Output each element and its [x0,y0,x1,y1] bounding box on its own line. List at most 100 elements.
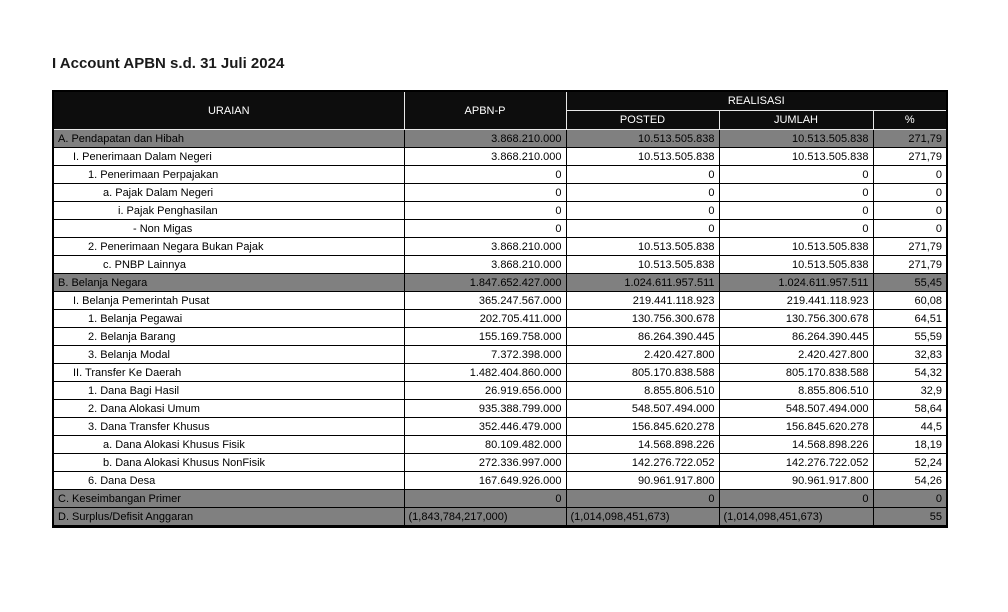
table-row: D. Surplus/Defisit Anggaran (1,843,784,2… [52,507,948,527]
cell-uraian: a. Pajak Dalam Negeri [52,183,405,202]
table-row: I. Penerimaan Dalam Negeri 3.868.210.000… [52,147,948,166]
cell-jumlah: 90.961.917.800 [718,471,874,490]
cell-jumlah: 86.264.390.445 [718,327,874,346]
header-posted: POSTED [565,110,720,130]
cell-posted: 0 [565,165,720,184]
cell-apbnp: 0 [403,201,567,220]
cell-posted: 130.756.300.678 [565,309,720,328]
cell-jumlah: 0 [718,183,874,202]
cell-percent: 52,24 [872,453,948,472]
cell-posted: 805.170.838.588 [565,363,720,382]
cell-percent: 18,19 [872,435,948,454]
cell-percent: 44,5 [872,417,948,436]
cell-posted: 90.961.917.800 [565,471,720,490]
cell-apbnp: 1.482.404.860.000 [403,363,567,382]
cell-apbnp: 0 [403,165,567,184]
cell-jumlah: 10.513.505.838 [718,255,874,274]
cell-uraian: 3. Belanja Modal [52,345,405,364]
cell-posted: 10.513.505.838 [565,147,720,166]
cell-percent: 58,64 [872,399,948,418]
cell-percent: 64,51 [872,309,948,328]
cell-jumlah: 142.276.722.052 [718,453,874,472]
cell-uraian: A. Pendapatan dan Hibah [52,129,405,148]
cell-jumlah: 10.513.505.838 [718,129,874,148]
table-body: A. Pendapatan dan Hibah 3.868.210.000 10… [52,129,948,527]
cell-percent: 271,79 [872,237,948,256]
cell-uraian: C. Keseimbangan Primer [52,489,405,508]
cell-jumlah: 1.024.611.957.511 [718,273,874,292]
cell-posted: 10.513.505.838 [565,129,720,148]
cell-uraian: II. Transfer Ke Daerah [52,363,405,382]
table-row: i. Pajak Penghasilan 0 0 0 0 [52,201,948,220]
cell-percent: 60,08 [872,291,948,310]
cell-jumlah: 2.420.427.800 [718,345,874,364]
cell-jumlah: 130.756.300.678 [718,309,874,328]
table-row: 6. Dana Desa 167.649.926.000 90.961.917.… [52,471,948,490]
table-row: 3. Dana Transfer Khusus 352.446.479.000 … [52,417,948,436]
cell-percent: 271,79 [872,129,948,148]
header-uraian: URAIAN [52,90,405,130]
table-row: 1. Belanja Pegawai 202.705.411.000 130.7… [52,309,948,328]
table-row: 2. Belanja Barang 155.169.758.000 86.264… [52,327,948,346]
cell-posted: 156.845.620.278 [565,417,720,436]
cell-apbnp: 1.847.652.427.000 [403,273,567,292]
cell-uraian: B. Belanja Negara [52,273,405,292]
cell-posted: 8.855.806.510 [565,381,720,400]
cell-posted: 0 [565,489,720,508]
cell-posted: 0 [565,219,720,238]
header-percent: % [872,110,948,130]
cell-jumlah: 805.170.838.588 [718,363,874,382]
cell-uraian: a. Dana Alokasi Khusus Fisik [52,435,405,454]
cell-uraian: - Non Migas [52,219,405,238]
cell-apbnp: 155.169.758.000 [403,327,567,346]
cell-apbnp: 272.336.997.000 [403,453,567,472]
cell-uraian: 3. Dana Transfer Khusus [52,417,405,436]
header-realisasi: REALISASI [565,90,948,111]
cell-apbnp: 7.372.398.000 [403,345,567,364]
header-jumlah: JUMLAH [718,110,874,130]
table-header: URAIAN APBN-P REALISASI POSTED JUMLAH % [52,90,948,130]
cell-apbnp: 365.247.567.000 [403,291,567,310]
cell-apbnp: 26.919.656.000 [403,381,567,400]
table-row: c. PNBP Lainnya 3.868.210.000 10.513.505… [52,255,948,274]
cell-apbnp: 352.446.479.000 [403,417,567,436]
table-row: 1. Dana Bagi Hasil 26.919.656.000 8.855.… [52,381,948,400]
cell-uraian: 2. Belanja Barang [52,327,405,346]
cell-apbnp: 3.868.210.000 [403,237,567,256]
cell-posted: 548.507.494.000 [565,399,720,418]
cell-percent: 55 [872,507,948,527]
cell-percent: 55,59 [872,327,948,346]
cell-posted: (1,014,098,451,673) [565,507,720,527]
table-row: a. Pajak Dalam Negeri 0 0 0 0 [52,183,948,202]
cell-apbnp: 935.388.799.000 [403,399,567,418]
cell-posted: 14.568.898.226 [565,435,720,454]
cell-uraian: I. Belanja Pemerintah Pusat [52,291,405,310]
cell-apbnp: 3.868.210.000 [403,147,567,166]
cell-uraian: I. Penerimaan Dalam Negeri [52,147,405,166]
cell-apbnp: (1,843,784,217,000) [403,507,567,527]
cell-jumlah: 0 [718,201,874,220]
cell-posted: 1.024.611.957.511 [565,273,720,292]
page-title: I Account APBN s.d. 31 Juli 2024 [52,55,285,72]
cell-percent: 55,45 [872,273,948,292]
cell-jumlah: 0 [718,489,874,508]
table-row: C. Keseimbangan Primer 0 0 0 0 [52,489,948,508]
table-row: B. Belanja Negara 1.847.652.427.000 1.02… [52,273,948,292]
cell-jumlah: (1,014,098,451,673) [718,507,874,527]
cell-uraian: c. PNBP Lainnya [52,255,405,274]
table-row: I. Belanja Pemerintah Pusat 365.247.567.… [52,291,948,310]
cell-percent: 0 [872,165,948,184]
header-apbnp: APBN-P [403,90,567,130]
cell-jumlah: 0 [718,165,874,184]
cell-percent: 0 [872,183,948,202]
cell-apbnp: 202.705.411.000 [403,309,567,328]
cell-percent: 54,26 [872,471,948,490]
cell-uraian: 2. Dana Alokasi Umum [52,399,405,418]
cell-uraian: D. Surplus/Defisit Anggaran [52,507,405,527]
cell-jumlah: 14.568.898.226 [718,435,874,454]
table-row: - Non Migas 0 0 0 0 [52,219,948,238]
cell-posted: 219.441.118.923 [565,291,720,310]
table-row: 2. Dana Alokasi Umum 935.388.799.000 548… [52,399,948,418]
cell-apbnp: 0 [403,489,567,508]
cell-percent: 32,83 [872,345,948,364]
